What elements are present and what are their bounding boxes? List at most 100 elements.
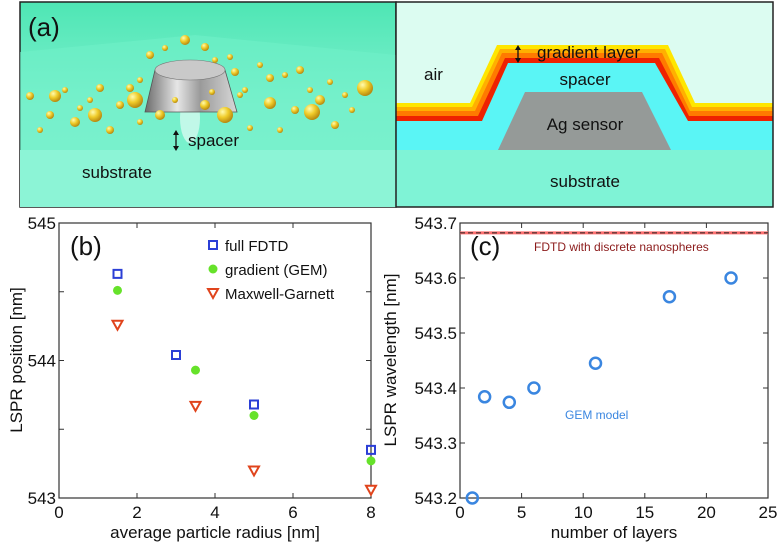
x-tick-label: 4 [210, 503, 219, 522]
nanosphere [209, 89, 215, 95]
y-tick-label: 543.3 [414, 434, 457, 453]
data-point-triangle [364, 484, 378, 497]
c-y-axis-label: LSPR wavelength [nm] [381, 274, 400, 447]
reference-line-label: FDTD with discrete nanospheres [534, 240, 709, 254]
x-tick-label: 6 [288, 503, 297, 522]
data-point-open-circle [465, 491, 480, 505]
nanosphere [307, 87, 313, 93]
nanosphere [87, 97, 93, 103]
x-tick-label: 5 [517, 503, 526, 522]
data-point-open-circle [527, 381, 541, 395]
nanosphere [231, 68, 239, 76]
nanosphere [26, 92, 34, 100]
x-tick-label: 2 [132, 503, 141, 522]
nanosphere [212, 57, 218, 63]
nanosphere [127, 92, 143, 108]
x-tick-label: 8 [366, 503, 375, 522]
x-tick-label: 15 [635, 503, 654, 522]
x-tick-label: 20 [697, 503, 716, 522]
nanosphere [237, 92, 243, 98]
nanosphere [180, 35, 190, 45]
nanosphere [331, 121, 339, 129]
nanosphere [37, 127, 43, 133]
y-tick-label: 543 [28, 489, 56, 508]
data-point-circle [113, 285, 122, 295]
y-tick-label: 543.2 [414, 489, 457, 508]
data-point-square [112, 268, 123, 279]
data-point-triangle [188, 400, 203, 413]
nanosphere [264, 97, 276, 109]
nanosphere [70, 117, 80, 127]
c-x-axis-label: number of layers [551, 523, 678, 542]
ag-sensor-shape [498, 92, 671, 150]
spacer-label: spacer [559, 70, 610, 89]
air-label: air [424, 65, 443, 84]
nanosphere [357, 80, 373, 96]
nanosphere [304, 104, 320, 120]
nanosphere [342, 92, 348, 98]
data-point-triangle [110, 319, 125, 332]
panel-a-label: (a) [28, 12, 60, 42]
data-point-open-circle [588, 356, 603, 370]
y-tick-label: 543.6 [414, 269, 457, 288]
nanosphere [282, 72, 288, 78]
nanosphere [137, 77, 143, 83]
data-point-triangle [206, 288, 220, 301]
panel-b-label: (b) [70, 231, 102, 261]
data-point-square [366, 444, 376, 455]
y-tick-label: 543.4 [414, 379, 457, 398]
legend-label: Maxwell-Garnett [225, 286, 335, 303]
gradient-arrow-icon [515, 45, 521, 63]
nanosphere [315, 95, 325, 105]
data-point-circle [208, 264, 218, 274]
legend-label: gradient (GEM) [225, 262, 328, 279]
x-tick-label: 10 [574, 503, 593, 522]
data-point-open-circle [724, 271, 738, 285]
nanosphere [291, 106, 299, 114]
nanosphere [155, 110, 165, 120]
y-tick-label: 543.7 [414, 214, 457, 233]
render-substrate-label: substrate [82, 163, 152, 182]
ag-sensor-label: Ag sensor [547, 115, 624, 134]
nanosphere [162, 45, 168, 51]
b-x-axis-label: average particle radius [nm] [110, 523, 320, 542]
data-point-circle [249, 411, 259, 420]
data-point-square [208, 240, 218, 250]
nanospheres [26, 35, 373, 134]
render-spacer-label: spacer [188, 131, 239, 150]
data-point-open-circle [662, 289, 677, 304]
schematic-substrate-label: substrate [550, 172, 620, 191]
chart-b: (b) average particle radius [nm] LSPR po… [7, 214, 378, 542]
nanosphere [327, 79, 333, 85]
legend-label: full FDTD [225, 238, 289, 255]
nanosphere [137, 119, 143, 125]
nanosphere [266, 74, 274, 82]
spacer-arrow-icon [173, 130, 179, 151]
nanosphere [146, 51, 154, 59]
y-tick-label: 543.5 [414, 324, 457, 343]
x-tick-label: 25 [759, 503, 778, 522]
b-y-axis-label: LSPR position [nm] [7, 287, 26, 433]
nanosphere [217, 107, 233, 123]
x-tick-label: 0 [455, 503, 464, 522]
nanosphere [200, 100, 210, 110]
y-tick-label: 545 [28, 214, 56, 233]
data-point-circle [366, 456, 376, 466]
nanosphere [349, 107, 355, 113]
x-tick-label: 0 [54, 503, 63, 522]
nanosphere [77, 105, 83, 111]
nanosphere [96, 84, 104, 92]
data-point-open-circle [477, 390, 492, 404]
data-point-square [171, 350, 181, 360]
nanosphere [172, 97, 178, 103]
panel-a-schematic: air gradient layer spacer Ag sensor subs… [395, 1, 774, 208]
nanosphere [247, 125, 253, 131]
nanosphere [106, 126, 114, 134]
gradient-layer-label: gradient layer [537, 43, 640, 62]
nanosphere [227, 54, 233, 60]
nanosphere [46, 111, 54, 119]
gem-model-label: GEM model [565, 408, 628, 422]
panel-c-label: (c) [470, 231, 500, 261]
nanosphere [257, 62, 263, 68]
